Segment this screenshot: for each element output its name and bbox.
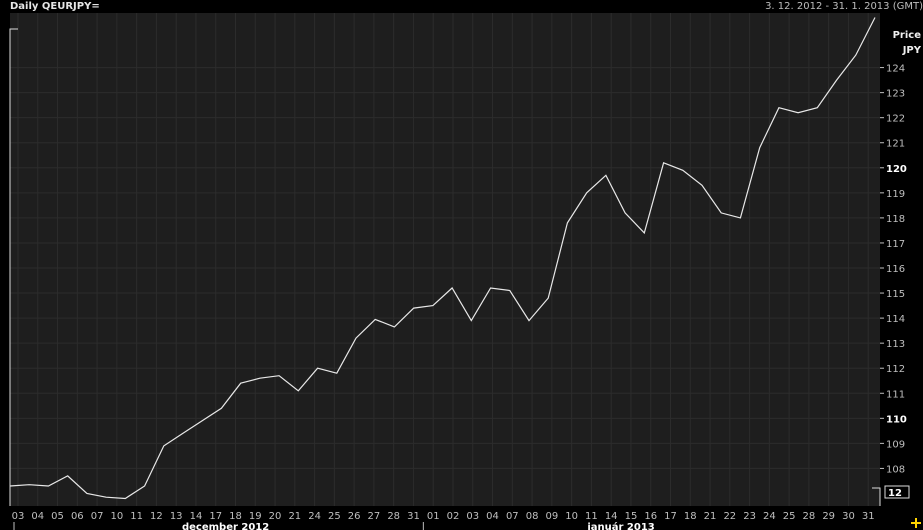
date-range-label: 3. 12. 2012 - 31. 1. 2013 (GMT) <box>765 1 923 12</box>
y-tick-label: 108 <box>886 464 905 475</box>
x-tick-label: 28 <box>387 511 400 522</box>
chart-title: Daily QEURJPY= <box>10 1 100 12</box>
plot-frame-left <box>9 28 18 506</box>
x-tick-label: 05 <box>51 511 64 522</box>
y-tick-label: 115 <box>886 289 905 300</box>
x-tick-label: 10 <box>565 511 578 522</box>
price-series-line[interactable] <box>9 17 876 500</box>
x-tick-label: 11 <box>130 511 143 522</box>
x-tick-label: 02 <box>447 511 460 522</box>
x-tick-label: 18 <box>229 511 242 522</box>
x-tick-label: 31 <box>407 511 420 522</box>
x-tick-label: 14 <box>605 511 618 522</box>
y-tick-label: 112 <box>886 364 905 375</box>
x-tick-label: 24 <box>763 511 776 522</box>
x-tick-label: 24 <box>308 511 321 522</box>
y-axis-title-price: Price <box>892 30 921 41</box>
y-corner-box <box>884 485 910 499</box>
x-tick-label: 06 <box>71 511 84 522</box>
x-tick-label: 26 <box>348 511 361 522</box>
x-tick-label: 01 <box>427 511 440 522</box>
y-tick-label: 116 <box>886 264 905 275</box>
x-tick-label: 16 <box>644 511 657 522</box>
x-tick-label: 21 <box>288 511 301 522</box>
x-tick-label: 08 <box>526 511 539 522</box>
x-tick-label: 28 <box>803 511 816 522</box>
x-tick-label: 20 <box>269 511 282 522</box>
x-tick-label: 09 <box>545 511 558 522</box>
x-tick-label: 03 <box>12 511 25 522</box>
y-axis-title-currency: JPY <box>902 45 921 56</box>
x-tick-label: 04 <box>31 511 44 522</box>
x-tick-label: 17 <box>209 511 222 522</box>
x-tick-label: 18 <box>684 511 697 522</box>
x-tick-label: 31 <box>862 511 875 522</box>
month-label-december: december 2012 <box>182 522 269 530</box>
y-tick-label: 120 <box>886 164 907 175</box>
x-tick-label: 23 <box>743 511 756 522</box>
x-tick-label: 29 <box>822 511 835 522</box>
x-tick-label: 22 <box>723 511 736 522</box>
x-tick-label: 07 <box>506 511 519 522</box>
y-tick-label: 123 <box>886 89 905 100</box>
x-tick-label: 14 <box>190 511 203 522</box>
y-tick-label: 122 <box>886 114 905 125</box>
x-tick-label: 07 <box>91 511 104 522</box>
x-tick-label: 27 <box>368 511 381 522</box>
x-tick-label: 25 <box>328 511 341 522</box>
y-tick-label: 117 <box>886 239 905 250</box>
plot-area[interactable] <box>10 13 880 506</box>
crosshair-icon[interactable] <box>911 518 921 528</box>
x-tick-label: 15 <box>625 511 638 522</box>
y-tick-label: 124 <box>886 64 905 75</box>
y-tick-label: 119 <box>886 189 905 200</box>
x-tick-label: 10 <box>110 511 123 522</box>
y-tick-label: 109 <box>886 439 905 450</box>
x-tick-label: 21 <box>704 511 717 522</box>
x-tick-label: 11 <box>585 511 598 522</box>
y-tick-label: 121 <box>886 139 905 150</box>
x-tick-label: 30 <box>842 511 855 522</box>
x-tick-label: 12 <box>150 511 163 522</box>
x-tick-label: 04 <box>486 511 499 522</box>
x-tick-label: 25 <box>783 511 796 522</box>
y-tick-label: 114 <box>886 314 905 325</box>
y-tick-label: 113 <box>886 339 905 350</box>
y-corner-label: 12 <box>888 488 902 499</box>
x-tick-label: 19 <box>249 511 262 522</box>
y-tick-label: 118 <box>886 214 905 225</box>
x-tick-label: 03 <box>466 511 479 522</box>
y-tick-label: 110 <box>886 414 907 425</box>
plot-frame-corner <box>872 487 881 506</box>
x-tick-label: 13 <box>170 511 183 522</box>
y-tick-label: 111 <box>886 389 905 400</box>
month-label-january: január 2013 <box>586 521 654 530</box>
x-tick-label: 17 <box>664 511 677 522</box>
